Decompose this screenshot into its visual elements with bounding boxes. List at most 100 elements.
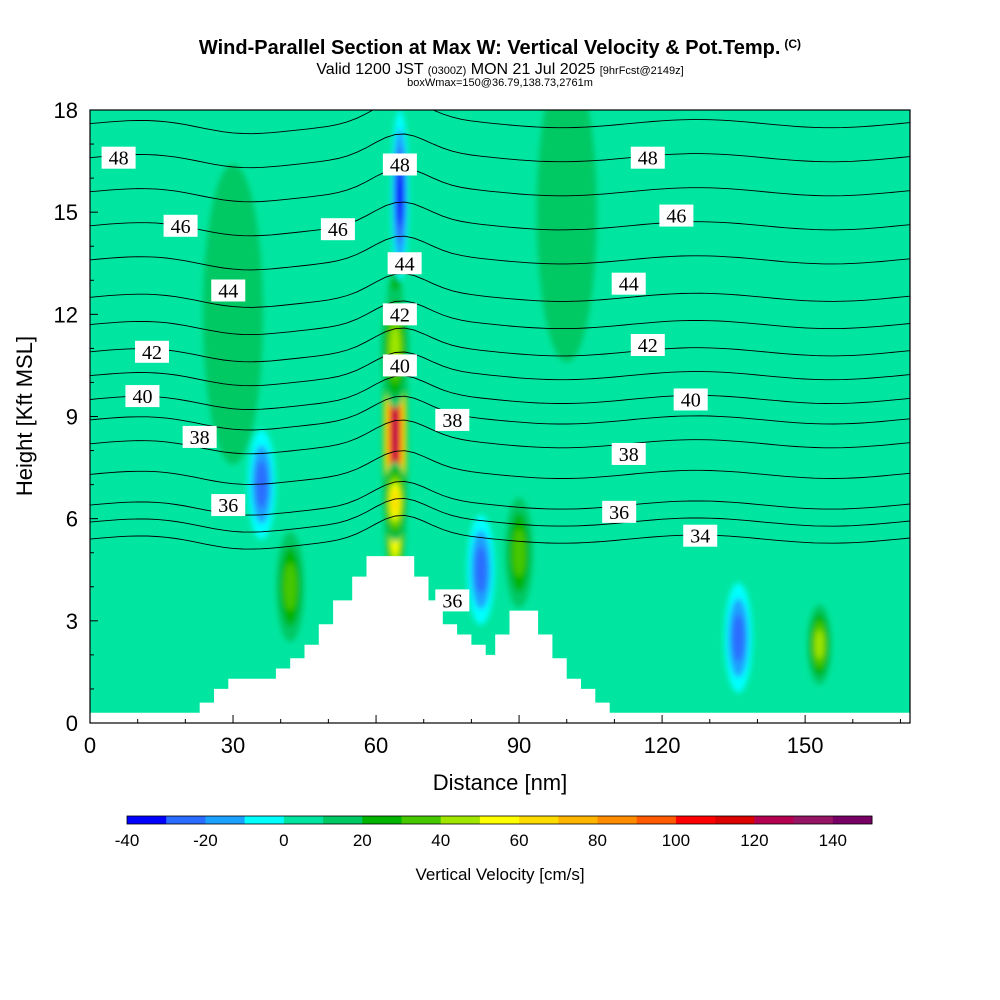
theta-label: 38 [190,427,210,449]
velocity-contour [396,164,404,226]
theta-label-box [182,425,217,448]
theta-label: 36 [442,590,462,612]
colorbar-tick-label: 40 [431,831,450,850]
theta-label-box [163,214,198,237]
colorbar: -40 -20 0 20 40 60 80 100 120 140 [115,815,873,850]
theta-isoline [90,273,910,308]
theta-label: 44 [218,280,238,302]
theta-label: 48 [638,148,658,170]
colorbar-swatch [166,816,206,824]
x-tick-label: 150 [787,733,824,758]
theta-label: 46 [171,216,191,238]
theta-label: 38 [619,444,639,466]
x-axis-label: Distance [nm] [433,770,568,795]
velocity-contour [255,460,268,509]
plot-area: 48 48 48 46 46 46 44 44 44 42 42 42 40 40 40 38 38 38 36 36… [90,110,910,723]
theta-isoline [90,375,910,410]
theta-label-box [602,500,637,523]
theta-isoline [90,351,910,387]
theta-label-box [611,272,646,295]
colorbar-swatch [832,816,873,824]
colorbar-tick-label: 120 [740,831,768,850]
valid-utc: (0300Z) [427,65,467,77]
colorbar-swatch [715,816,755,824]
theta-isoline [90,497,910,533]
velocity-contour [474,545,488,594]
theta-label-box [630,146,665,169]
velocity-contour [512,528,526,577]
theta-label: 42 [390,304,410,326]
colorbar-swatch [244,816,285,824]
theta-label: 36 [609,502,629,524]
theta-label-box [387,252,422,275]
colorbar-tick-label: -20 [193,831,218,850]
title-text: Wind-Parallel Section at Max W: Vertical… [198,37,781,59]
valid-date: MON 21 Jul 2025 [470,61,596,78]
theta-label: 40 [681,389,701,411]
colorbar-swatch [401,816,442,824]
title-mark: (C) [784,37,802,51]
theta-isoline [90,110,910,135]
theta-label-box [134,340,169,363]
colorbar-swatch [440,816,481,824]
theta-isoline [90,235,910,271]
velocity-contour [203,164,264,465]
theta-label: 48 [390,154,410,176]
box-info: boxWmax=150@36.79,138.73,2761m [407,77,593,89]
theta-labels: 48 48 48 46 46 46 44 44 44 42 42 42 40 40 40 38 38 38 36 36… [101,146,718,612]
valid-prefix: Valid 1200 JST [316,61,424,78]
theta-label-box [435,589,470,612]
theta-label-box [101,146,136,169]
x-tick-label: 0 [84,733,96,758]
theta-label: 38 [442,410,462,432]
theta-label-box [211,279,246,302]
theta-isoline [90,201,910,237]
y-tick-label: 0 [66,711,78,736]
theta-label-box [211,494,246,517]
colorbar-swatch [283,816,324,824]
colorbar-tick-label: 140 [819,831,847,850]
colorbar-swatch [479,816,520,824]
theta-label-box [673,388,708,411]
chart-valid-line: Valid 1200 JST (0300Z) MON 21 Jul 2025 [… [0,61,1000,79]
forecast-info: [9hrFcst@2149z] [599,65,684,77]
theta-label-box [382,354,417,377]
chart-title: Wind-Parallel Section at Max W: Vertical… [0,37,1000,60]
colorbar-tick-label: 100 [662,831,690,850]
theta-isoline [90,300,910,336]
colorbar-swatch [675,816,716,824]
x-tick-label: 60 [364,733,388,758]
theta-label-box [683,524,718,547]
theta-label-box [320,218,355,241]
terrain [90,556,910,723]
x-tick-label: 90 [507,733,531,758]
theta-label-box [435,408,470,431]
theta-isoline [90,450,910,485]
velocity-contour [536,110,597,363]
y-tick-label: 18 [54,98,78,123]
theta-label: 48 [109,148,129,170]
theta-label: 42 [638,335,658,357]
theta-isoline [90,395,910,431]
colorbar-swatch [597,816,638,824]
colorbar-tick-label: 0 [279,831,288,850]
colorbar-swatch [519,816,559,824]
theta-isoline [90,514,910,550]
colorbar-tick-label: 20 [353,831,372,850]
y-tick-label: 3 [66,609,78,634]
theta-label-box [382,153,417,176]
y-tick-label: 6 [66,507,78,532]
theta-label-box [382,303,417,326]
velocity-contour [392,396,399,472]
theta-label: 46 [666,206,686,228]
colorbar-swatch [362,816,402,824]
theta-label: 44 [395,253,415,275]
colorbar-tick-label: 60 [510,831,529,850]
colorbar-swatch [754,816,795,824]
colorbar-swatch [323,816,363,824]
theta-label: 40 [390,355,410,377]
colorbar-frame [126,815,873,825]
colorbar-swatch [793,816,834,824]
theta-label: 34 [690,526,710,548]
velocity-contour [391,489,399,514]
